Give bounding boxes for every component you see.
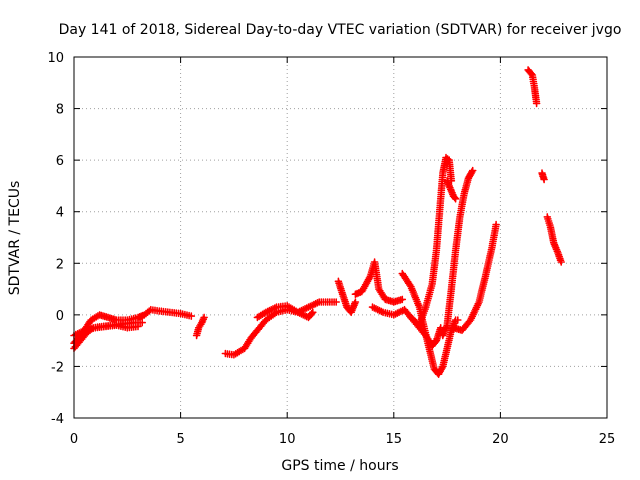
x-axis-label: GPS time / hours xyxy=(281,458,398,474)
chart: 0 5 10 15 20 25 -4 -2 0 2 4 6 8 10 Day 141 of 2018, … xyxy=(0,0,640,480)
x-tick-label: 5 xyxy=(176,432,184,447)
y-tick-label: -2 xyxy=(51,360,64,375)
y-tick-label: 6 xyxy=(56,154,64,169)
series-track-9 xyxy=(370,304,444,349)
axis-ticks xyxy=(74,57,607,418)
chart-title: Day 141 of 2018, Sidereal Day-to-day VTE… xyxy=(59,22,622,38)
y-tick-label: 2 xyxy=(56,257,64,272)
series-track-8 xyxy=(352,259,405,305)
plot-frame xyxy=(74,57,607,418)
x-tick-labels: 0 5 10 15 20 25 xyxy=(70,432,615,447)
y-tick-label: 10 xyxy=(47,51,64,66)
y-tick-label: 0 xyxy=(56,309,64,324)
x-tick-label: 10 xyxy=(279,432,296,447)
series-track-17 xyxy=(544,214,564,265)
data-series xyxy=(71,67,564,377)
series-track-16 xyxy=(539,170,547,183)
x-tick-label: 0 xyxy=(70,432,78,447)
x-tick-label: 20 xyxy=(492,432,509,447)
y-tick-label: -4 xyxy=(51,412,64,427)
x-tick-label: 25 xyxy=(599,432,616,447)
y-axis-label: SDTVAR / TECUs xyxy=(7,181,23,296)
x-tick-label: 15 xyxy=(386,432,403,447)
y-tick-label: 8 xyxy=(56,103,64,118)
grid-lines xyxy=(74,57,607,418)
y-tick-labels: -4 -2 0 2 4 6 8 10 xyxy=(47,51,64,427)
y-tick-label: 4 xyxy=(56,206,64,221)
series-track-4 xyxy=(194,314,208,338)
series-track-15 xyxy=(525,67,540,107)
